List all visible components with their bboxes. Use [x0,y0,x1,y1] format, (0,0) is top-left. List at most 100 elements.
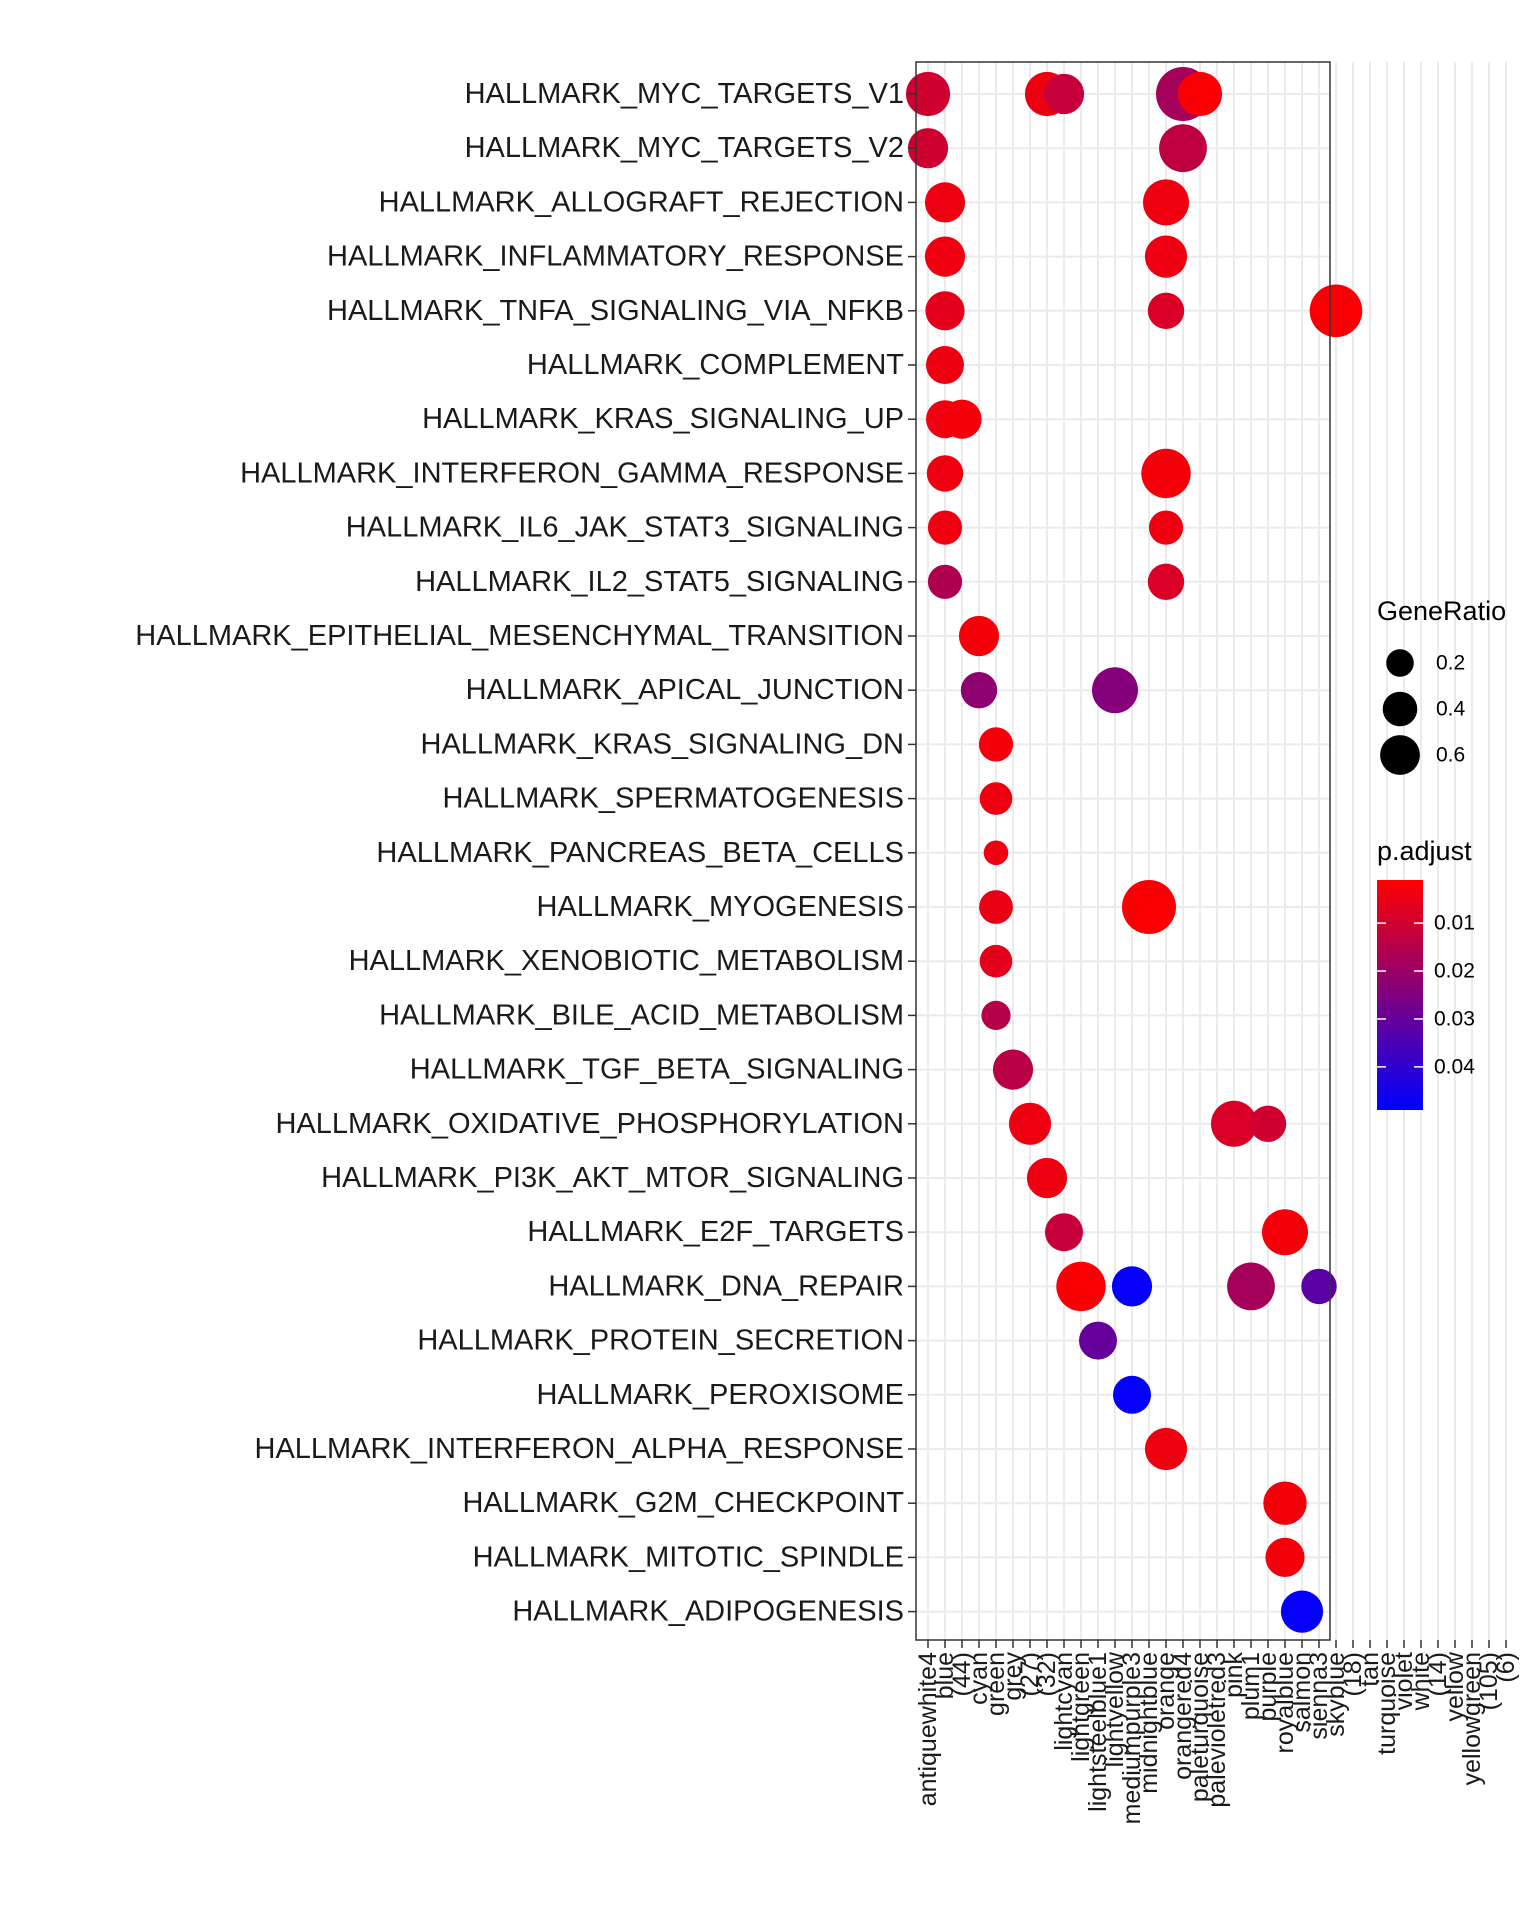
data-point [958,615,1000,657]
x-tick-label: orange [1152,1652,1180,1730]
data-point [1079,1321,1117,1360]
data-point [979,944,1013,978]
y-tick-label: HALLMARK_INTERFERON_ALPHA_RESPONSE [255,1433,904,1465]
size-legend-label: 0.6 [1436,744,1465,767]
data-point [905,71,951,117]
x-tick-label: paleturquoise [1186,1652,1214,1802]
data-point [1143,179,1189,226]
data-point [1280,1590,1324,1633]
x-tick-label: violet [1390,1652,1418,1710]
data-point [926,346,964,384]
x-tick-label: mediumpurple3 [1118,1652,1146,1824]
y-tick-label: HALLMARK_PI3K_AKT_MTOR_SIGNALING [321,1162,904,1194]
color-legend-label: 0.01 [1434,912,1475,935]
x-tick-label: yellow [1441,1651,1469,1721]
x-tick-label: (14) [1424,1652,1452,1696]
data-points [905,67,1363,1633]
y-tick-label: HALLMARK_G2M_CHECKPOINT [462,1487,904,1519]
y-tick-label: HALLMARK_TGF_BETA_SIGNALING [410,1054,904,1086]
y-tick-label: HALLMARK_BILE_ACID_METABOLISM [379,999,904,1031]
data-point [1159,124,1207,173]
x-tick-label: (44) [948,1652,976,1696]
x-tick-label: turquoise [1373,1652,1401,1755]
y-tick-label: HALLMARK_ADIPOGENESIS [512,1596,904,1628]
y-tick-label: HALLMARK_EPITHELIAL_MESENCHYMAL_TRANSITI… [135,620,904,652]
data-point [979,890,1013,924]
color-legend-bar [1377,880,1423,1110]
y-tick-label: HALLMARK_IL6_JAK_STAT3_SIGNALING [346,512,904,544]
color-legend-label: 0.03 [1434,1007,1475,1030]
y-tick-label: HALLMARK_ALLOGRAFT_REJECTION [379,186,904,218]
y-tick-label: HALLMARK_PANCREAS_BETA_CELLS [376,837,904,869]
y-tick-label: HALLMARK_PROTEIN_SECRETION [417,1325,904,1357]
x-tick-label: sienna3 [1305,1652,1333,1740]
data-point [1144,1427,1188,1471]
data-point [1144,235,1188,278]
color-legend-title: p.adjust [1377,836,1472,866]
data-point [924,182,966,223]
x-tick-label: orangered4 [1169,1652,1197,1780]
data-point [1026,1157,1068,1199]
x-tick-label: skyblue [1322,1652,1350,1737]
y-tick-label: HALLMARK_PEROXISOME [537,1379,904,1411]
x-tick-label: white [1407,1652,1435,1711]
x-tick-label: grey [999,1652,1027,1701]
data-point [1301,1268,1337,1305]
x-tick-label: (6) [1492,1652,1520,1683]
y-tick-label: HALLMARK_TNFA_SIGNALING_VIA_NFKB [327,295,904,327]
size-legend-label: 0.2 [1436,652,1465,675]
data-point [1111,1266,1153,1307]
x-tick-label: royalblue [1271,1652,1299,1753]
color-legend-label: 0.02 [1434,960,1475,983]
y-tick-label: HALLMARK_KRAS_SIGNALING_UP [422,403,904,435]
panel-border [915,61,1331,1641]
y-tick-label: HALLMARK_SPERMATOGENESIS [443,783,904,815]
data-point [960,672,998,709]
data-point [907,128,949,169]
x-tick-label: salmon [1288,1652,1316,1733]
x-tick-label: (105) [1475,1652,1503,1710]
x-tick-label: green [982,1652,1010,1716]
x-tick-label: cyan [965,1652,993,1705]
color-legend: p.adjust 0.01 0.02 0.03 0.04 [1377,836,1475,1110]
data-point [1122,880,1176,934]
x-tick-label: pink [1220,1652,1248,1698]
x-tick-label: antiquewhite4 [914,1652,942,1806]
y-tick-label: HALLMARK_KRAS_SIGNALING_DN [421,728,905,760]
y-tick-label: HALLMARK_COMPLEMENT [527,349,904,381]
size-legend-key [1386,649,1414,677]
x-axis: antiquewhite4blue(44)cyangreengrey(27)(3… [914,1640,1520,1824]
y-tick-label: HALLMARK_INFLAMMATORY_RESPONSE [327,241,904,273]
data-point [1265,1537,1305,1577]
data-point [1211,1100,1257,1147]
data-point [992,1049,1034,1090]
x-tick-label: (18) [1339,1652,1367,1696]
y-tick-label: HALLMARK_IL2_STAT5_SIGNALING [415,566,904,598]
x-tick-label: plum1 [1237,1652,1265,1720]
x-tick-label: (32) [1033,1652,1061,1696]
data-point [1045,1213,1083,1252]
x-tick-label: yellowgreen [1458,1652,1486,1785]
data-point [1141,448,1191,499]
data-point [1262,1209,1308,1256]
y-tick-label: HALLMARK_DNA_REPAIR [548,1270,904,1302]
x-tick-label: lightsteelblue1 [1084,1652,1112,1812]
x-tick-label: midnightblue [1135,1652,1163,1794]
x-tick-label: lightyellow [1101,1651,1129,1767]
y-tick-label: HALLMARK_MYOGENESIS [537,891,904,923]
size-legend-key [1380,735,1420,775]
y-tick-label: HALLMARK_APICAL_JUNCTION [466,674,904,706]
y-tick-label: HALLMARK_XENOBIOTIC_METABOLISM [349,945,904,977]
size-legend-key [1382,691,1418,727]
size-legend-title: GeneRatio [1377,596,1506,626]
data-point [925,291,965,331]
data-point [1043,73,1085,115]
data-point [1263,1481,1307,1525]
color-legend-label: 0.04 [1434,1055,1475,1078]
y-tick-label: HALLMARK_E2F_TARGETS [527,1216,904,1248]
data-point [1092,667,1138,714]
size-legend-label: 0.4 [1436,698,1466,721]
data-point [927,564,963,599]
data-point [1147,563,1185,600]
data-point [924,236,966,277]
